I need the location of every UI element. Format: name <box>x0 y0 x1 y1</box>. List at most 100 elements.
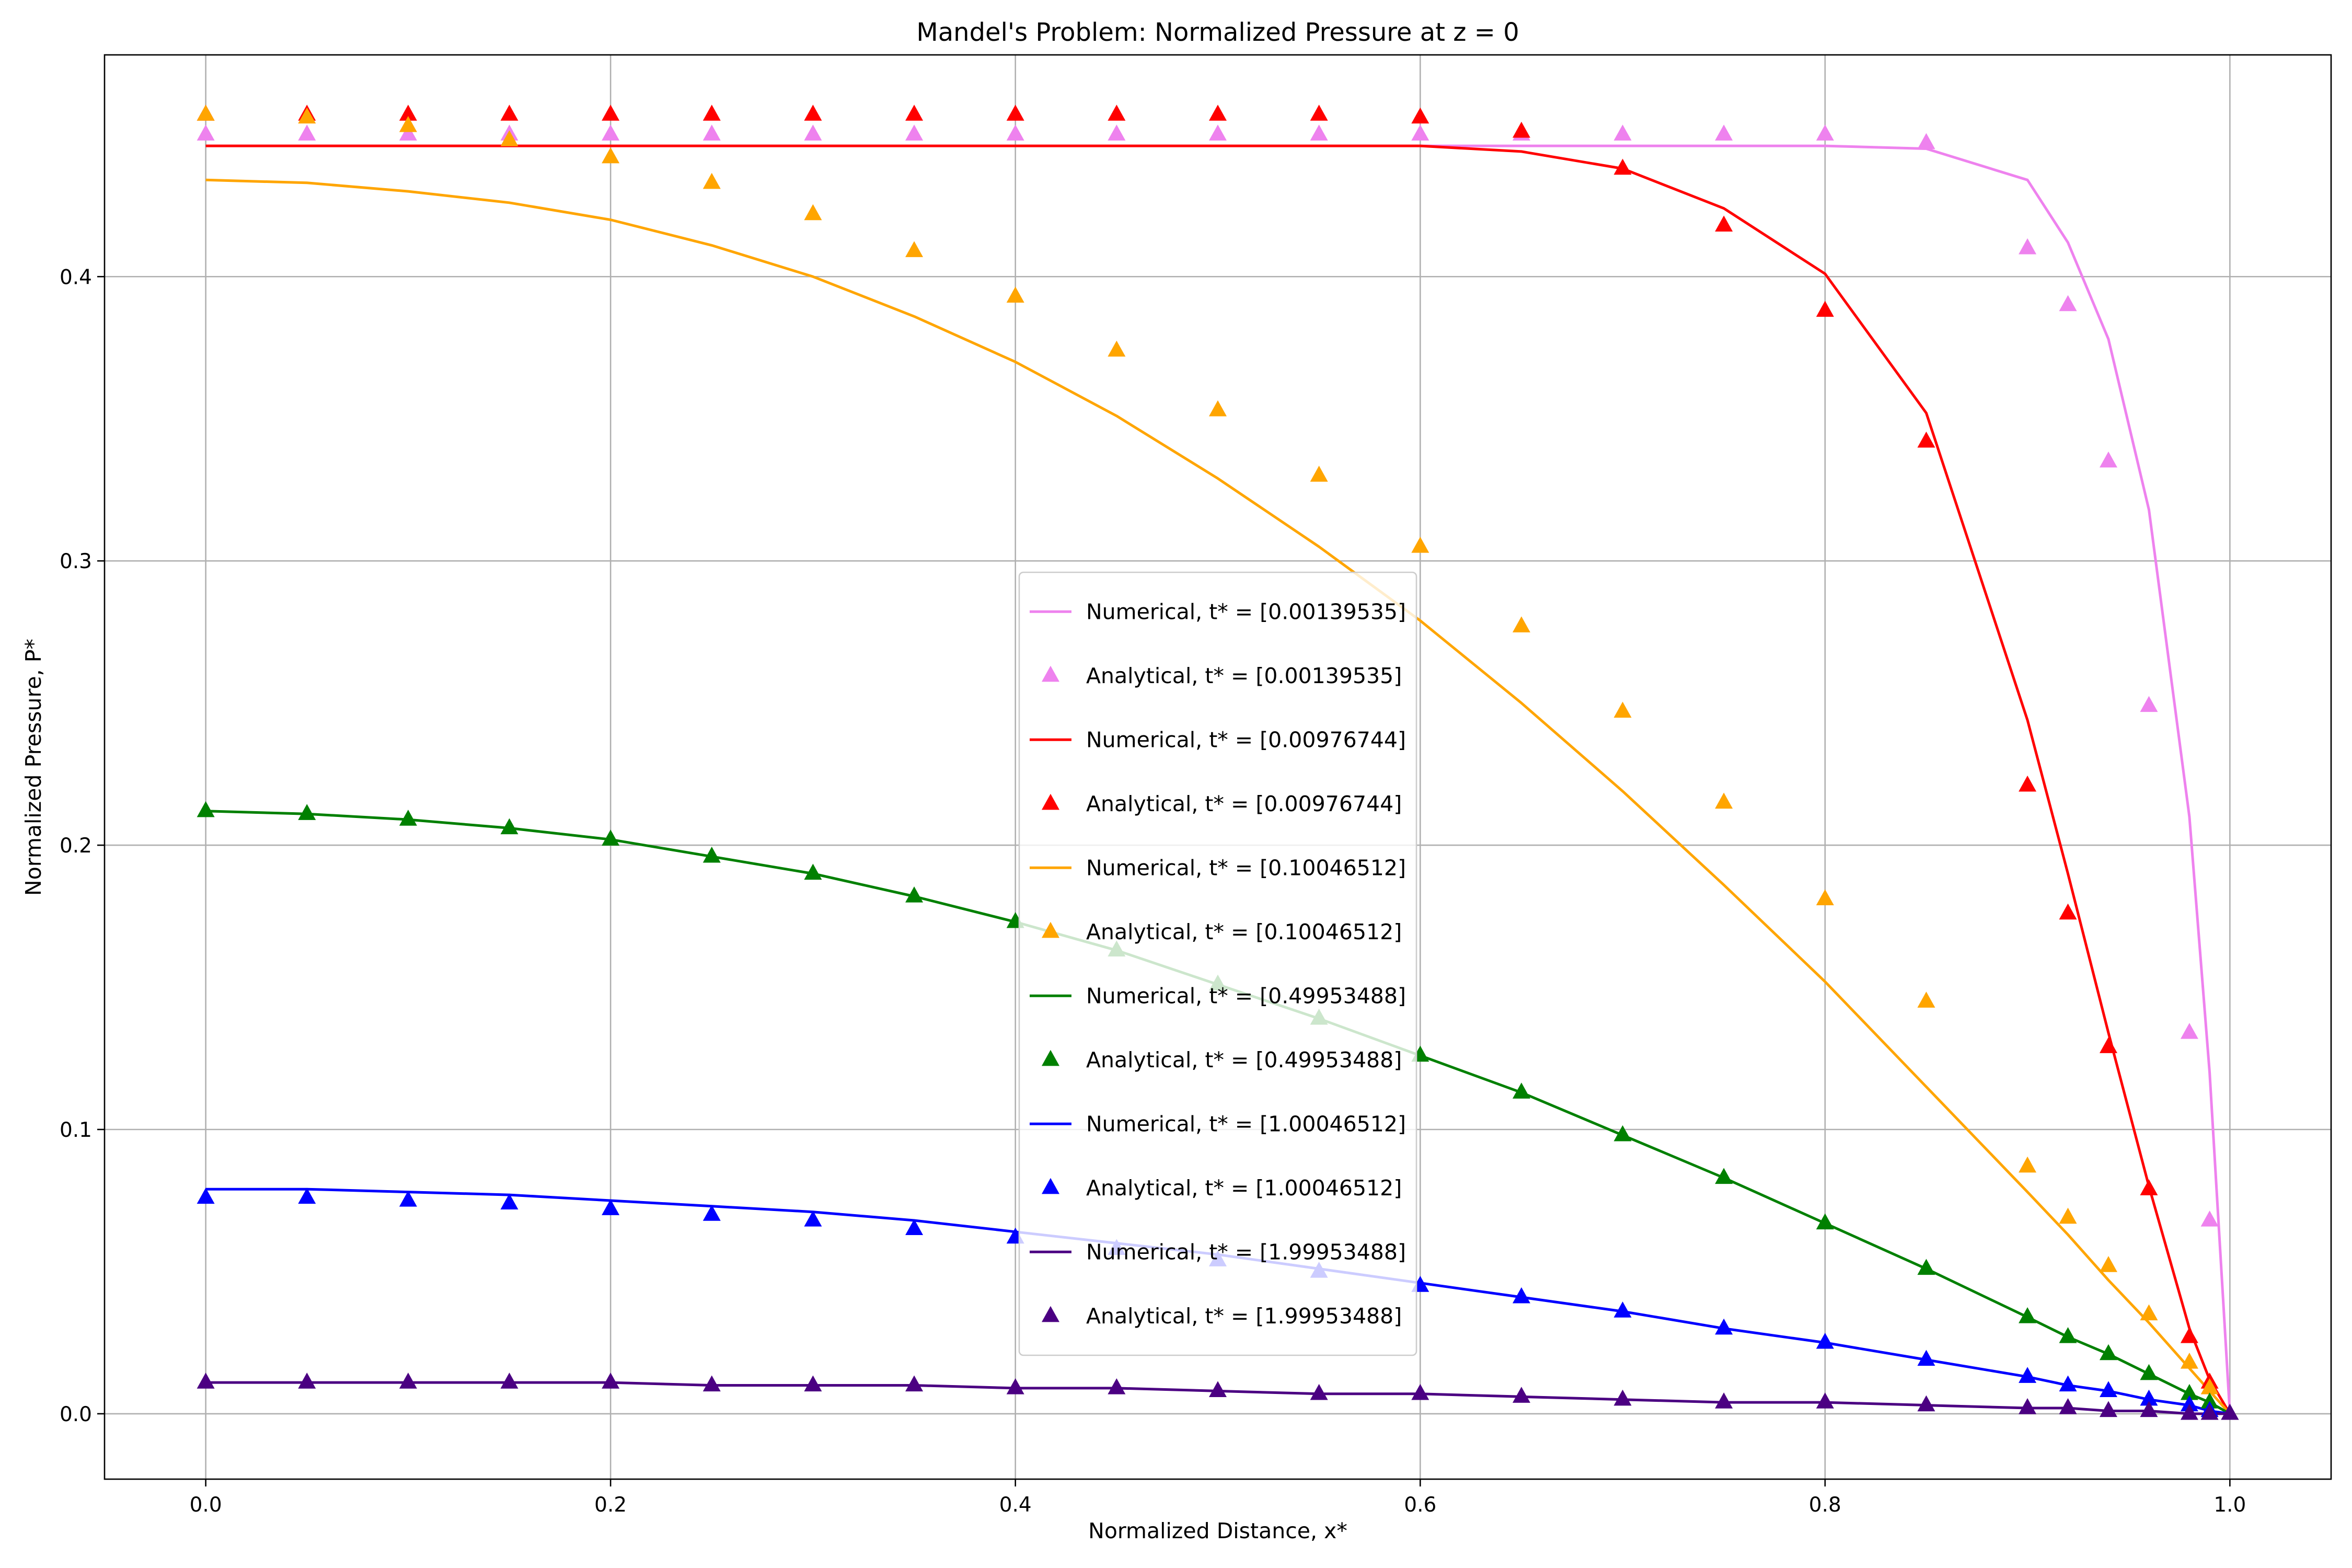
data-point <box>1917 1259 1935 1275</box>
legend-label: Numerical, t* = [1.99953488] <box>1086 1239 1406 1264</box>
data-point <box>298 107 316 124</box>
data-point <box>1512 121 1530 138</box>
legend-label: Analytical, t* = [1.99953488] <box>1086 1304 1402 1329</box>
data-point <box>2019 1156 2037 1173</box>
data-point <box>1108 124 1126 141</box>
legend-item: Analytical, t* = [1.99953488] <box>1042 1304 1402 1329</box>
x-tick-label: 0.6 <box>1404 1493 1436 1517</box>
data-point <box>399 105 417 121</box>
data-point <box>399 1373 417 1389</box>
x-tick-label: 1.0 <box>2213 1493 2246 1517</box>
legend-marker-swatch <box>1042 921 1059 938</box>
data-point <box>2180 1023 2198 1039</box>
data-point <box>1108 105 1126 121</box>
data-point <box>2019 238 2037 255</box>
data-point <box>1715 124 1733 141</box>
data-point <box>905 1375 924 1392</box>
legend-label: Analytical, t* = [1.00046512] <box>1086 1175 1402 1201</box>
data-point <box>905 124 924 141</box>
data-point <box>1715 1392 1733 1409</box>
data-point <box>2140 696 2158 712</box>
data-point <box>602 105 620 121</box>
chart-title: Mandel's Problem: Normalized Pressure at… <box>916 18 1519 47</box>
data-point <box>804 1210 822 1227</box>
data-point <box>2059 1327 2077 1343</box>
data-point <box>1613 158 1632 175</box>
series-line <box>205 144 2231 1415</box>
data-point <box>1512 1082 1530 1099</box>
data-point <box>602 124 620 141</box>
data-point <box>2100 451 2117 468</box>
data-point <box>702 1375 721 1392</box>
data-point <box>197 105 215 121</box>
data-point <box>1613 701 1632 718</box>
legend-item: Analytical, t* = [0.00139535] <box>1042 663 1402 688</box>
data-point <box>1613 1125 1632 1142</box>
data-point <box>2140 1364 2158 1380</box>
data-point <box>2140 1179 2158 1195</box>
data-point <box>1715 215 1733 232</box>
data-point <box>1411 124 1429 141</box>
data-point <box>1512 616 1530 632</box>
data-point <box>1411 536 1429 553</box>
data-point <box>1816 1332 1834 1349</box>
data-point <box>1917 431 1935 448</box>
legend-item: Numerical, t* = [1.99953488] <box>1030 1239 1406 1264</box>
data-point <box>1917 1350 1935 1366</box>
data-point <box>2019 1367 2037 1383</box>
legend-label: Numerical, t* = [1.00046512] <box>1086 1111 1406 1136</box>
data-point <box>2200 1210 2219 1227</box>
y-axis-label: Normalized Pressure, P* <box>21 639 46 896</box>
data-point <box>1006 286 1024 303</box>
data-point <box>905 1219 924 1235</box>
data-point <box>2140 1304 2158 1321</box>
data-point <box>1816 1213 1834 1230</box>
data-point <box>1310 1383 1328 1400</box>
data-point <box>2059 295 2077 312</box>
data-point <box>2100 1256 2117 1272</box>
data-point <box>1209 1381 1227 1398</box>
y-tick-label: 0.2 <box>60 834 92 858</box>
data-point <box>500 130 518 146</box>
series-analytical-11 <box>197 1373 2239 1420</box>
data-point <box>1512 1287 1530 1304</box>
data-point <box>1816 1392 1834 1409</box>
data-point <box>298 804 316 820</box>
data-point <box>1209 105 1227 121</box>
y-tick-label: 0.3 <box>60 550 92 573</box>
data-point <box>2019 1307 2037 1323</box>
series-numerical-2 <box>205 144 2231 1415</box>
x-tick-label: 0.8 <box>1809 1493 1841 1517</box>
data-point <box>1715 1318 1733 1335</box>
data-point <box>2200 1392 2219 1409</box>
data-point <box>1715 1168 1733 1184</box>
data-point <box>1613 124 1632 141</box>
data-point <box>1006 124 1024 141</box>
y-tick-label: 0.4 <box>60 266 92 289</box>
data-point <box>500 1193 518 1210</box>
data-point <box>1310 466 1328 482</box>
data-point <box>905 105 924 121</box>
data-point <box>804 863 822 880</box>
data-point <box>2140 1401 2158 1417</box>
data-point <box>399 810 417 826</box>
data-point <box>1613 1389 1632 1406</box>
data-point <box>702 1205 721 1221</box>
x-tick-label: 0.2 <box>594 1493 627 1517</box>
legend-label: Numerical, t* = [0.00139535] <box>1086 599 1406 624</box>
data-point <box>298 1373 316 1389</box>
data-point <box>1917 133 1935 149</box>
data-point <box>500 105 518 121</box>
data-point <box>1816 301 1834 317</box>
data-point <box>602 1199 620 1215</box>
data-point <box>1715 792 1733 809</box>
data-point <box>804 105 822 121</box>
data-point <box>1411 1383 1429 1400</box>
data-point <box>2059 903 2077 920</box>
legend-item: Numerical, t* = [1.00046512] <box>1030 1111 1406 1136</box>
data-point <box>500 1373 518 1389</box>
data-point <box>1209 400 1227 417</box>
data-point <box>197 124 215 141</box>
legend-marker-swatch <box>1042 665 1059 682</box>
